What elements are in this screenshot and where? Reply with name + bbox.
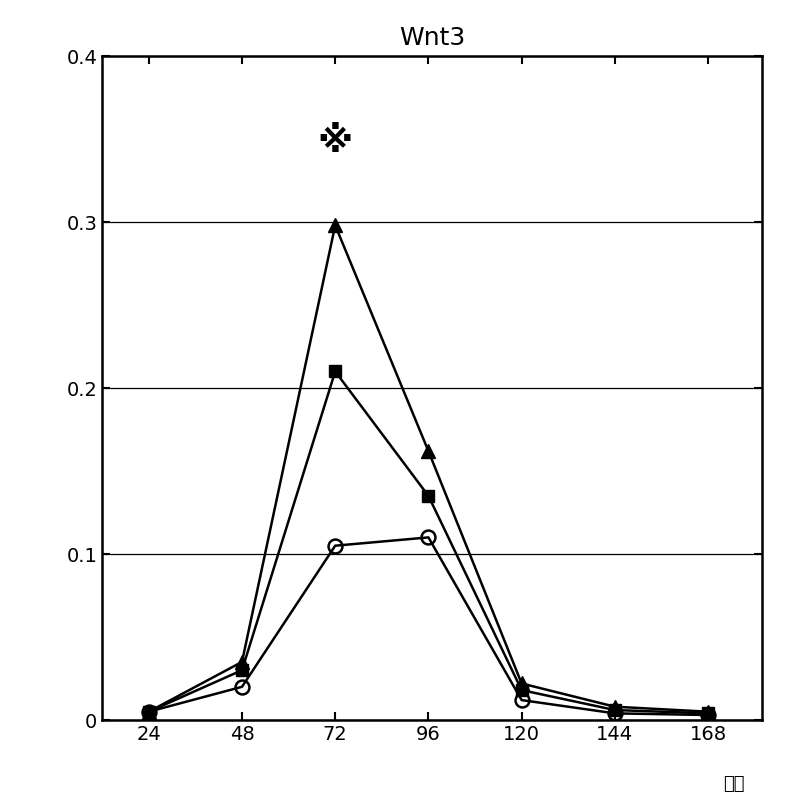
Text: ※: ※	[318, 126, 353, 159]
Title: Wnt3: Wnt3	[399, 26, 465, 50]
Text: 小时: 小时	[724, 774, 745, 793]
